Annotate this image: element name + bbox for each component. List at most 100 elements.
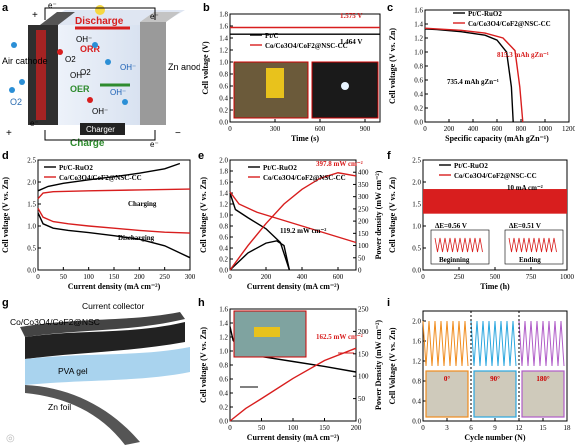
y2-tick-label-h-5: 250 — [358, 306, 369, 314]
sign-1: + — [6, 128, 12, 139]
legend-entry-e-1: Co/Co3O4/CoF2@NSC-CC — [263, 174, 346, 182]
air-cathode-text: Air cathode — [2, 56, 48, 66]
y-tick-label-d-1: 0.5 — [27, 245, 36, 253]
y-tick-label-b-8: 1.6 — [219, 23, 228, 31]
series-line-e-0 — [229, 192, 291, 271]
x-tick-label-e-1: 200 — [261, 273, 272, 281]
annotation-d-0: Charging — [128, 200, 157, 208]
y2-tick-label-h-4: 200 — [358, 328, 369, 336]
species-4: OH⁻ — [120, 63, 136, 72]
x-tick-label-d-0: 0 — [36, 273, 40, 281]
y-axis-label-f: Cell voltage (V vs. Zn) — [388, 177, 397, 253]
series-line-e-1 — [229, 191, 357, 244]
y-tick-label-h-8: 1.6 — [219, 306, 228, 314]
x-tick-label-f-1: 250 — [454, 273, 465, 281]
x-tick-label-d-2: 100 — [83, 273, 94, 281]
catalyst-layer-g — [25, 322, 185, 359]
legend-entry-c-0: Pt/C-RuO2 — [468, 10, 502, 18]
y2-tick-label-e-7: 350 — [358, 181, 369, 189]
air-cathode-label: Air cathode — [2, 56, 48, 66]
y-tick-label-h-7: 1.4 — [219, 320, 228, 328]
oer-label: OER — [70, 84, 90, 94]
y-axis-label-e: Cell voltage (V vs. Zn) — [199, 177, 208, 253]
y-tick-label-e-5: 1.0 — [219, 212, 228, 220]
catalyst-label: Co/Co3O4/CoF2@NSC — [10, 317, 100, 327]
photo-led — [311, 61, 379, 119]
zn-foil-label: Zn foil — [48, 402, 71, 412]
y2-tick-label-e-8: 400 — [358, 169, 369, 177]
panel-g-schematic: Current collector Co/Co3O4/CoF2@NSC PVA … — [10, 301, 190, 445]
annotation-b-1: 1.464 V — [340, 38, 362, 46]
y-tick-label-i-0: 0.0 — [412, 418, 421, 426]
bend-photo-2 — [521, 370, 565, 418]
panel-label-a: a — [2, 2, 9, 14]
y-tick-label-e-10: 2.0 — [219, 157, 228, 165]
y-tick-label-c-4: 0.8 — [414, 63, 423, 71]
y-axis-label-h: Cell voltage (V vs. Zn) — [199, 327, 208, 403]
annotation-d-1: Discharging — [118, 234, 155, 242]
series-line-e-3 — [229, 172, 357, 271]
x-axis-label-c: Specific capacity (mAh gZn⁻¹) — [445, 134, 549, 143]
photo-device — [233, 310, 307, 358]
y-tick-label-e-8: 1.6 — [219, 179, 228, 187]
x-tick-label-e-3: 600 — [333, 273, 344, 281]
y-tick-label-h-4: 0.8 — [219, 362, 228, 370]
cathode-top — [40, 12, 75, 25]
chart-h: 0 50 100 150 200 0.0 0.2 0.4 0.6 0.8 1.0 1.2 1.4 1.6 C… — [199, 306, 383, 443]
species-2: O2 — [65, 55, 76, 64]
y-tick-label-b-3: 0.6 — [219, 83, 228, 91]
charger-label: Charger — [86, 125, 115, 134]
x-tick-label-i-4: 12 — [516, 424, 524, 432]
legend-entry-d-0: Pt/C-RuO2 — [59, 164, 93, 172]
x-tick-label-h-1: 50 — [258, 424, 266, 432]
y2-tick-label-h-3: 150 — [358, 350, 369, 358]
series-line-c-1 — [424, 27, 524, 123]
bend-angle-label-2: 180° — [536, 375, 550, 383]
catalyst-layer — [36, 30, 46, 120]
x-tick-label-i-2: 6 — [469, 424, 473, 432]
multimeter-icon — [266, 68, 284, 98]
y2-tick-label-e-0: 0 — [358, 267, 362, 275]
panel-label-d: d — [2, 150, 9, 162]
y-tick-label-c-2: 0.4 — [414, 91, 423, 99]
cycle-trace-0 — [422, 320, 469, 367]
panel-label-i: i — [387, 297, 391, 309]
y2-tick-label-e-5: 250 — [358, 205, 369, 213]
annotation-f-1: ΔE=0.56 V — [435, 222, 467, 230]
x-tick-label-d-4: 200 — [134, 273, 145, 281]
panel-label-e: e — [198, 150, 205, 162]
inset-wave-1 — [508, 237, 557, 253]
chart-c: 0 200 400 600 800 1000 1200 0.0 0.2 0.4 0.6 0.8 1.0 1… — [388, 7, 575, 144]
x-tick-label-b-1: 300 — [270, 125, 281, 133]
species-3: OH⁻ — [70, 71, 86, 80]
orr-label: ORR — [80, 44, 101, 54]
y-tick-label-e-2: 0.4 — [219, 245, 228, 253]
y-tick-label-i-2: 0.8 — [412, 378, 421, 386]
current-collector-label: Current collector — [82, 301, 145, 311]
y-tick-label-b-7: 1.4 — [219, 35, 228, 43]
y-tick-label-e-9: 1.8 — [219, 168, 228, 176]
x-tick-label-f-0: 0 — [421, 273, 425, 281]
y-tick-label-c-0: 0.0 — [414, 119, 423, 127]
o2-label: O2 — [10, 97, 22, 107]
y-tick-label-h-3: 0.6 — [219, 376, 228, 384]
y2-tick-label-e-2: 100 — [358, 242, 369, 250]
anode-top — [140, 12, 180, 22]
x-tick-label-c-3: 600 — [492, 125, 503, 133]
y-tick-label-b-6: 1.2 — [219, 47, 228, 55]
y-tick-label-e-6: 1.2 — [219, 201, 228, 209]
x-tick-label-c-5: 1000 — [538, 125, 553, 133]
y-tick-label-c-6: 1.2 — [414, 35, 423, 43]
legend-entry-f-1: Co/Co3O4/CoF2@NSC-CC — [454, 172, 537, 180]
series-line-h-1 — [229, 347, 357, 422]
y2-axis-label-h: Power Density (mW cm⁻²) — [374, 320, 383, 410]
x-tick-label-i-6: 18 — [564, 424, 572, 432]
bend-photo-1 — [473, 370, 517, 418]
x-tick-label-c-4: 800 — [516, 125, 527, 133]
charge-label: Charge — [70, 138, 105, 148]
chart-d: 0 50 100 150 200 250 300 0.0 0.5 1.0 1.5 2.0 2.5 Curr… — [1, 157, 196, 292]
electron-label-3: e⁻ — [30, 119, 39, 128]
y2-axis-label-e: Power density (mW cm⁻²) — [374, 170, 383, 259]
watermark-icon: ◎ — [6, 433, 15, 444]
x-tick-label-h-3: 150 — [319, 424, 330, 432]
